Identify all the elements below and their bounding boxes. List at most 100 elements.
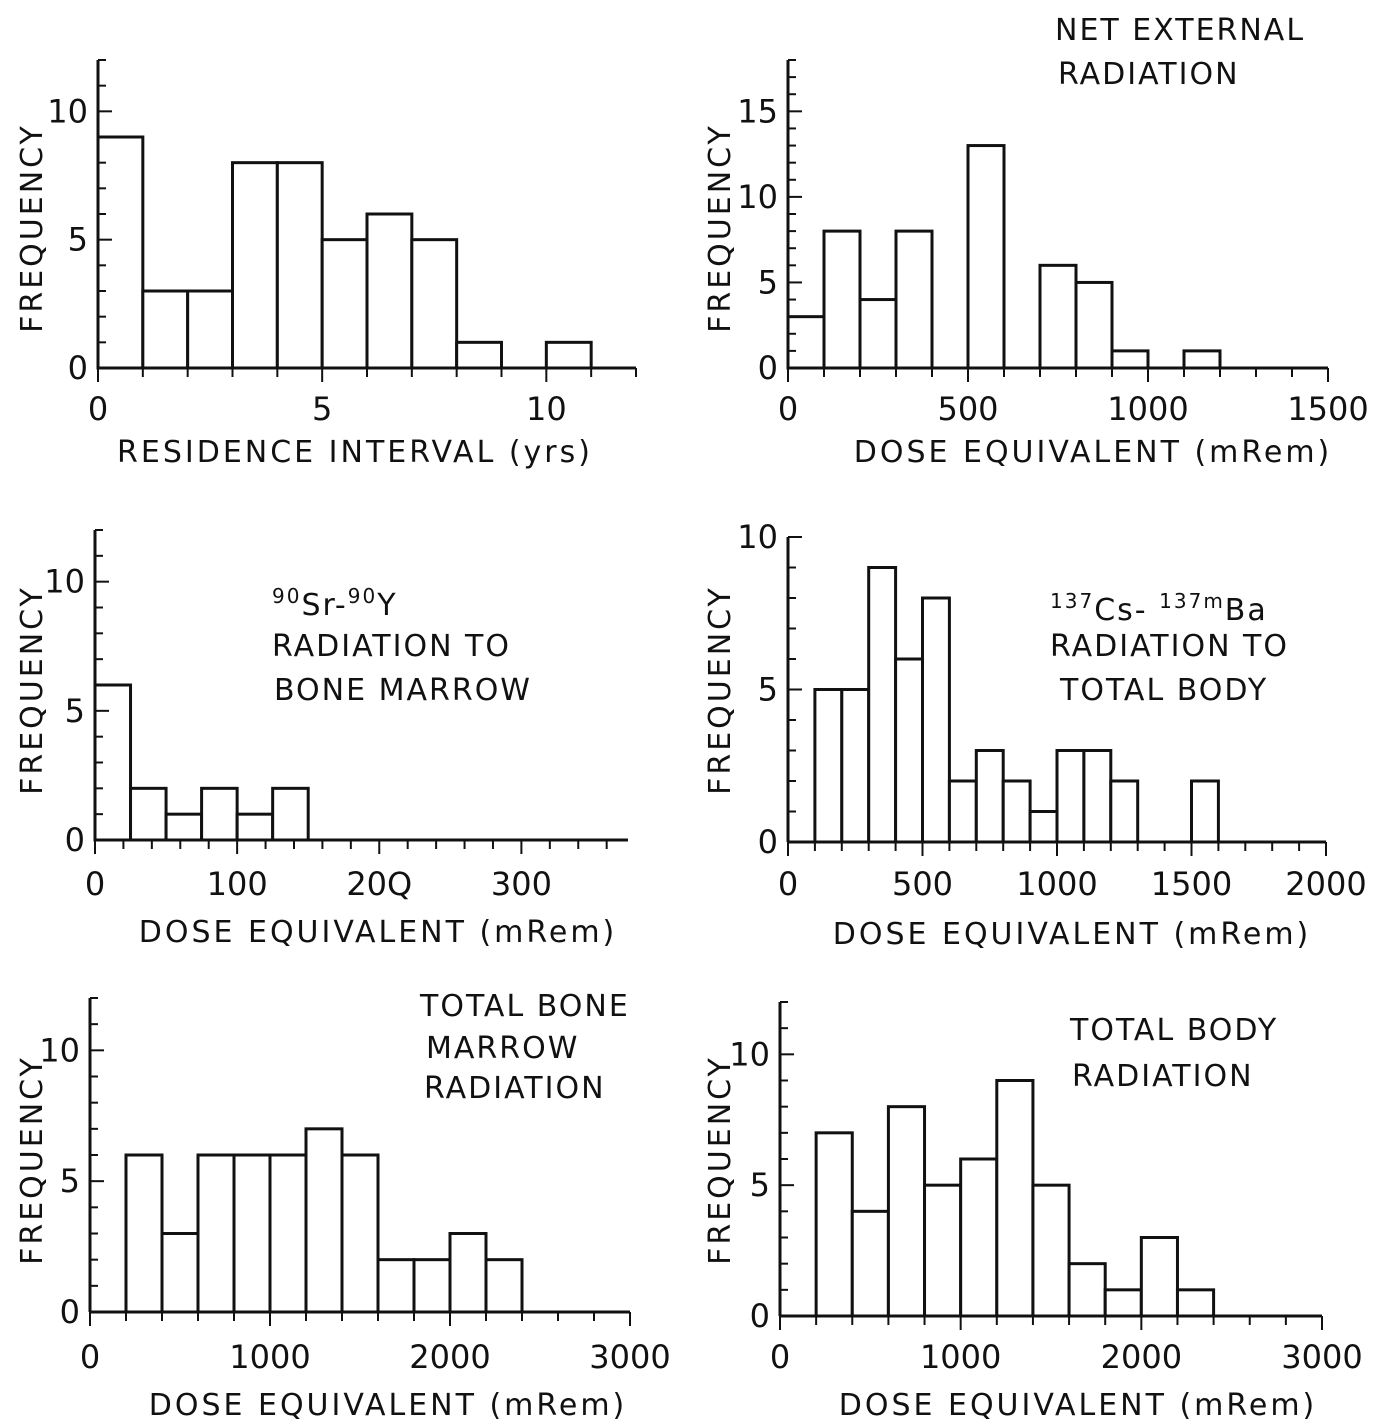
panel-total-body-radiation: 0 1000 2000 3000 0 5 10 DOSE EQUIVALENT (mRem)… (703, 1001, 1363, 1423)
histogram-bar (822, 229, 862, 370)
histogram-bar (1139, 1236, 1179, 1318)
y-tick-label: 0 (758, 823, 778, 861)
histogram-bar (124, 1153, 164, 1314)
y-tick-label: 0 (60, 1293, 80, 1331)
isotope-mass: 90 (272, 584, 301, 608)
isotope-symbol: Ba (1225, 593, 1268, 628)
panel-sr90-bone-marrow: 0 100 20Q 300 0 5 10 DOSE EQUIVALENT (mRem) FR… (15, 529, 628, 950)
y-tick-label: 15 (737, 92, 778, 130)
y-axis-label: FREQUENCY (703, 585, 738, 795)
histogram-bar (1175, 1288, 1216, 1318)
x-axis-label: DOSE EQUIVALENT (mRem) (833, 917, 1312, 952)
chart-title-isotopes: 137Cs- 137mBa (1050, 589, 1268, 628)
x-tick-label: 3000 (589, 1338, 670, 1376)
histogram-bar (858, 298, 898, 370)
panel-cs137-total-body: 0 500 1000 1500 2000 0 5 10 DOSE EQUIVALENT (mR… (703, 518, 1367, 952)
histogram-bar (186, 289, 235, 370)
x-tick-label: 0 (88, 390, 108, 428)
y-tick-label: 10 (47, 92, 88, 130)
histogram-bar (235, 812, 275, 842)
x-tick-label: 500 (937, 390, 998, 428)
isotope-mass: 137m (1159, 589, 1225, 613)
panel-residence-interval: 0 5 10 0 5 10 RESIDENCE INTERVAL (yrs) FREQUE… (15, 59, 637, 470)
histogram-bar (921, 596, 951, 844)
histogram-bar (412, 1258, 452, 1314)
panel-total-bone-marrow: 0 1000 2000 3000 0 5 10 DOSE EQUIVALENT (mRem)… (15, 989, 671, 1423)
histogram-bar (160, 1232, 200, 1314)
x-tick-label: 0 (770, 1338, 790, 1376)
x-tick-label: 2000 (1285, 865, 1366, 903)
y-tick-label: 5 (758, 671, 778, 709)
x-axis-label: DOSE EQUIVALENT (mRem) (839, 1388, 1318, 1423)
y-tick-label: 5 (758, 263, 778, 301)
histogram-bar (894, 229, 934, 370)
x-tick-label: 1500 (1287, 390, 1368, 428)
isotope-mass: 90 (348, 584, 377, 608)
histogram-bar (1055, 749, 1086, 844)
x-tick-label: 500 (892, 865, 953, 903)
histogram-bar (1182, 349, 1222, 370)
histogram-bar (376, 1258, 416, 1314)
histogram-bar (448, 1232, 488, 1314)
histogram-bar (966, 144, 1006, 370)
x-tick-label: 100 (207, 865, 268, 903)
histogram-bar (995, 1079, 1035, 1318)
histogram-bar (947, 779, 978, 844)
chart-title-line-2: TOTAL BODY (1059, 673, 1268, 708)
chart-title-line-2: BONE MARROW (274, 673, 532, 708)
y-axis-label: FREQUENCY (703, 123, 738, 333)
histogram-bar (164, 812, 204, 842)
histogram-bar (304, 1127, 344, 1314)
chart-title-line-1: NET EXTERNAL (1055, 13, 1305, 48)
isotope-symbol: Cs (1094, 593, 1135, 628)
y-axis-label: FREQUENCY (15, 585, 50, 795)
x-axis-label: DOSE EQUIVALENT (mRem) (139, 915, 618, 950)
histogram-bar (129, 786, 168, 842)
y-axis-label: FREQUENCY (15, 1055, 50, 1265)
x-tick-label: 2000 (409, 1338, 490, 1376)
y-tick-label: 10 (737, 178, 778, 216)
y-tick-label: 0 (758, 349, 778, 387)
histogram-bar (1074, 280, 1114, 370)
chart-title-line-2: RADIATION (1058, 57, 1240, 92)
histogram-bar (410, 238, 459, 370)
x-axis-label: DOSE EQUIVALENT (mRem) (854, 435, 1333, 470)
histogram-bar (141, 289, 190, 370)
histogram-bar (1028, 810, 1059, 844)
histogram-bar (1082, 749, 1113, 844)
histogram-bar (786, 315, 826, 370)
chart-title-isotopes: 90Sr-90Y (272, 584, 398, 623)
histogram-bar (340, 1153, 380, 1314)
histogram-bar (1103, 1288, 1143, 1318)
histogram-bar (200, 786, 239, 842)
chart-title-line-1: TOTAL BODY (1069, 1013, 1278, 1048)
histogram-bar (1031, 1183, 1071, 1318)
x-tick-label: 5 (312, 390, 332, 428)
histogram-bar (196, 1153, 236, 1314)
y-tick-label: 0 (68, 349, 88, 387)
histogram-bar (544, 340, 593, 370)
x-tick-label: 0 (85, 865, 105, 903)
histogram-bar (814, 1131, 854, 1318)
x-tick-label: 300 (491, 865, 552, 903)
histogram-bar (1001, 779, 1032, 844)
x-tick-label: 3000 (1281, 1338, 1362, 1376)
x-axis-label: DOSE EQUIVALENT (mRem) (149, 1388, 628, 1423)
y-tick-label: 5 (65, 692, 85, 730)
histogram-bar (96, 135, 145, 370)
y-tick-label: 0 (65, 821, 85, 859)
histogram-bar (1067, 1262, 1107, 1318)
x-tick-label: 1000 (229, 1338, 310, 1376)
histogram-bar (959, 1157, 999, 1318)
histogram-bar (813, 688, 844, 844)
histogram-bar (850, 1209, 890, 1318)
y-tick-label: 10 (39, 1031, 80, 1069)
histogram-bar (320, 238, 369, 370)
y-tick-label: 5 (68, 221, 88, 259)
histogram-bar (1109, 779, 1140, 844)
chart-title-line-1: TOTAL BONE (419, 989, 630, 1024)
histogram-bar (231, 161, 279, 370)
histogram-bar (1038, 263, 1078, 370)
x-tick-label: 20Q (346, 865, 412, 903)
histogram-bar (455, 340, 503, 370)
